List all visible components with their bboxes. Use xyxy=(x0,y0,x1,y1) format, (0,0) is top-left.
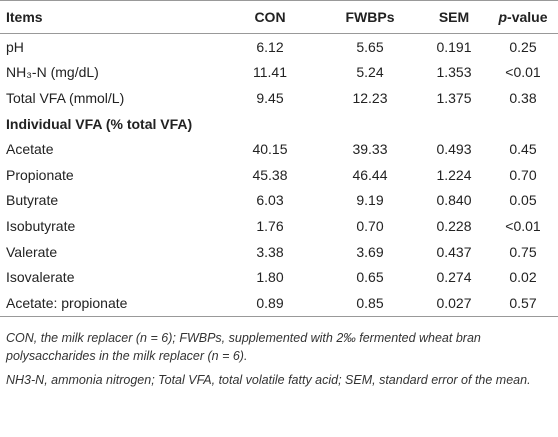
row-label: pH xyxy=(6,38,24,55)
cell: 0.65 xyxy=(356,269,384,286)
cell: 0.57 xyxy=(509,294,537,311)
cell: 3.38 xyxy=(256,243,284,260)
table-row: Total VFA (mmol/L) 9.45 12.23 1.375 0.38 xyxy=(0,85,558,111)
cell: 1.353 xyxy=(436,64,472,81)
cell: <0.01 xyxy=(505,64,541,81)
header-italic: p xyxy=(498,9,508,25)
row-label: Acetate: propionate xyxy=(6,294,128,311)
table-row: Isovalerate 1.80 0.65 0.274 0.02 xyxy=(0,264,558,290)
row-label: Butyrate xyxy=(6,192,59,209)
footnotes: CON, the milk replacer (n = 6); FWBPs, s… xyxy=(0,317,558,389)
cell: 1.80 xyxy=(256,269,284,286)
data-table: Items CON FWBPs SEM p-value pH 6.12 5.65 0.… xyxy=(0,0,558,317)
cell: 0.05 xyxy=(509,192,537,209)
cell: 0.38 xyxy=(509,89,537,106)
cell: 3.69 xyxy=(356,243,384,260)
cell: 0.027 xyxy=(436,294,472,311)
row-label: Acetate xyxy=(6,141,54,158)
table-row: Acetate: propionate 0.89 0.85 0.027 0.57 xyxy=(0,290,558,317)
header-row: Items CON FWBPs SEM p-value xyxy=(0,0,558,34)
footnote: CON, the milk replacer (n = 6); FWBPs, s… xyxy=(6,330,481,363)
cell: 40.15 xyxy=(252,141,288,158)
cell: 0.228 xyxy=(436,217,472,234)
header-cell: FWBPs xyxy=(345,9,395,25)
cell: 0.25 xyxy=(509,38,537,55)
header-cell: CON xyxy=(254,9,286,25)
row-label: Isovalerate xyxy=(6,269,75,286)
cell: 0.437 xyxy=(436,243,472,260)
cell: 6.03 xyxy=(256,192,284,209)
cell: 11.41 xyxy=(253,64,287,81)
table-row: Isobutyrate 1.76 0.70 0.228 <0.01 xyxy=(0,213,558,239)
row-label: Valerate xyxy=(6,243,58,260)
cell: 5.24 xyxy=(356,64,384,81)
table-body: pH 6.12 5.65 0.191 0.25 NH₃-N (mg/dL) 11.41 5.2… xyxy=(0,34,558,317)
table-row: Individual VFA (% total VFA) xyxy=(0,111,558,137)
header-text: -value xyxy=(507,9,548,25)
cell: 0.89 xyxy=(256,294,284,311)
cell: 9.19 xyxy=(356,192,384,209)
header-cell: SEM xyxy=(438,9,470,25)
row-label: Isobutyrate xyxy=(6,217,76,234)
row-label: Propionate xyxy=(6,166,74,183)
cell: 45.38 xyxy=(252,166,288,183)
table-row: Valerate 3.38 3.69 0.437 0.75 xyxy=(0,239,558,265)
cell: 0.493 xyxy=(436,141,472,158)
cell: 5.65 xyxy=(356,38,384,55)
section-cell: Individual VFA (% total VFA) xyxy=(6,115,193,132)
row-label: NH₃-N (mg/dL) xyxy=(6,64,99,81)
row-label: Total VFA (mmol/L) xyxy=(6,89,125,106)
cell: 0.274 xyxy=(436,269,472,286)
cell: 0.75 xyxy=(509,243,537,260)
cell: 9.45 xyxy=(256,89,284,106)
header-cell: Items xyxy=(6,9,43,25)
cell: 6.12 xyxy=(256,38,284,55)
cell: 0.45 xyxy=(509,141,537,158)
footnote: NH3-N, ammonia nitrogen; Total VFA, tota… xyxy=(6,372,531,387)
cell: 46.44 xyxy=(352,166,388,183)
cell: 0.840 xyxy=(436,192,472,209)
cell: 0.02 xyxy=(509,269,537,286)
table-row: NH₃-N (mg/dL) 11.41 5.24 1.353 <0.01 xyxy=(0,60,558,86)
cell: 0.70 xyxy=(356,217,384,234)
table-row: Propionate 45.38 46.44 1.224 0.70 xyxy=(0,162,558,188)
cell: 0.85 xyxy=(356,294,384,311)
cell: 1.224 xyxy=(436,166,472,183)
table-row: pH 6.12 5.65 0.191 0.25 xyxy=(0,34,558,60)
table-row: Butyrate 6.03 9.19 0.840 0.05 xyxy=(0,188,558,214)
cell: <0.01 xyxy=(505,217,541,234)
cell: 39.33 xyxy=(352,141,388,158)
cell: 0.191 xyxy=(436,38,472,55)
table-row: Acetate 40.15 39.33 0.493 0.45 xyxy=(0,136,558,162)
cell: 1.76 xyxy=(256,217,284,234)
cell: 12.23 xyxy=(352,89,388,106)
cell: 1.375 xyxy=(436,89,472,106)
header-cell: p-value xyxy=(488,1,558,34)
cell: 0.70 xyxy=(509,166,537,183)
